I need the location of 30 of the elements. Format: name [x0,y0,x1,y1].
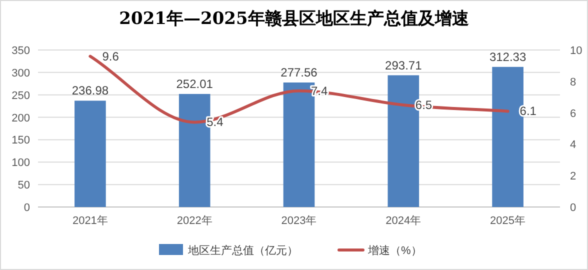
data-label: 9.6 [102,49,120,64]
y-tick-label: 100 [12,157,30,170]
y2-tick-label: 4 [570,139,576,152]
data-label: 277.56 [280,65,318,80]
y2-tick-label: 8 [570,76,576,88]
x-tick-label: 2025年 [490,215,526,227]
x-tick-label: 2023年 [281,215,317,227]
chart-title: 2021年—2025年赣县区地区生产总值及增速 [119,9,469,29]
y-tick-label: 250 [12,90,30,102]
y2-tick-label: 6 [570,108,576,120]
bar [74,100,106,207]
data-label: 7.4 [311,84,328,98]
data-label: 293.71 [385,58,422,72]
y-tick-label: 350 [12,45,30,57]
y-tick-label: 200 [12,112,30,124]
data-label: 236.98 [72,84,109,98]
x-tick-label: 2022年 [176,215,212,227]
x-tick-label: 2021年 [72,215,108,227]
y-tick-label: 150 [12,134,30,147]
y-tick-label: 300 [12,67,30,80]
y-tick-label: 50 [18,180,30,192]
data-label: 312.33 [489,50,526,64]
y-tick-label: 0 [24,202,30,214]
y2-tick-label: 0 [570,202,576,214]
y2-tick-label: 10 [570,45,582,57]
x-tick-label: 2024年 [386,215,422,227]
y2-tick-label: 2 [570,170,576,183]
legend-label: 增速（%） [367,244,422,257]
data-label: 252.01 [176,76,214,91]
legend-label: 地区生产总值（亿元） [187,244,298,257]
